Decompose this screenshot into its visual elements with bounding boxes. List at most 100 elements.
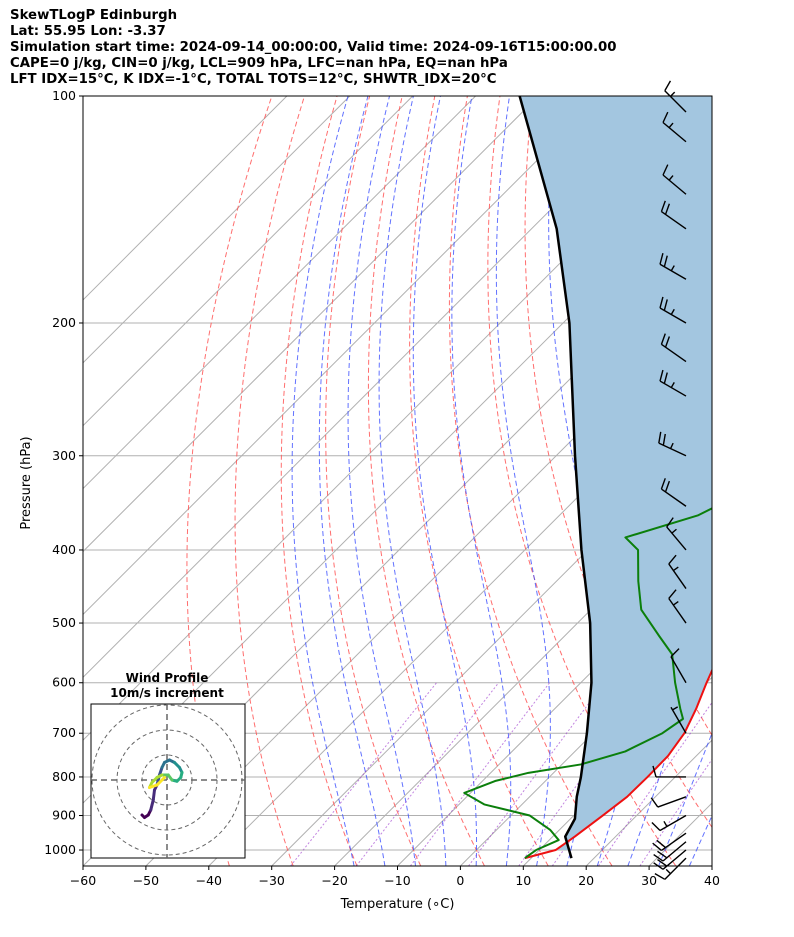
hodograph-subtitle: 10m/s increment	[110, 686, 224, 700]
temperature-line	[524, 668, 712, 860]
mixing-ratio-line	[597, 701, 712, 866]
wind-barb	[654, 857, 687, 880]
time-line: Simulation start time: 2024-09-14_00:00:…	[10, 40, 617, 55]
x-tick-label: −60	[70, 873, 96, 888]
dry-adiabat	[234, 96, 305, 866]
x-tick-label: 10	[515, 873, 531, 888]
isotherm-line	[83, 96, 414, 427]
wind-barb	[660, 478, 687, 507]
wind-barb	[660, 200, 687, 230]
wind-barb	[660, 333, 687, 363]
hodograph-title: Wind Profile	[126, 671, 209, 685]
x-tick-label: −20	[321, 873, 347, 888]
y-tick-label: 700	[52, 725, 76, 740]
wind-barb	[659, 253, 687, 280]
wind-barb	[664, 80, 687, 113]
x-tick-label: −10	[384, 873, 410, 888]
wind-barb	[668, 554, 687, 589]
dry-adiabat	[325, 96, 422, 866]
dewpoint-line	[463, 507, 712, 859]
isotherm-line	[83, 96, 476, 490]
y-tick-label: 100	[52, 88, 76, 103]
isotherm-line	[83, 96, 539, 553]
mixing-ratio-line	[409, 682, 550, 866]
dry-adiabat	[728, 96, 794, 866]
moist-adiabat	[451, 96, 512, 866]
moist-adiabat	[548, 96, 598, 866]
wind-barb	[668, 589, 687, 624]
moist-adiabat	[291, 96, 355, 866]
dry-adiabat	[487, 96, 677, 866]
wind-barb	[659, 296, 687, 324]
y-tick-label: 400	[52, 542, 76, 557]
y-axis-label: Pressure (hPa)	[19, 436, 34, 529]
dry-adiabat	[524, 96, 712, 829]
hodograph-segment	[155, 776, 166, 787]
wind-barb	[662, 164, 687, 195]
mixing-ratio-line	[518, 682, 652, 866]
isotherm-line	[83, 96, 351, 364]
x-tick-label: −30	[259, 873, 285, 888]
dry-adiabat	[186, 96, 273, 866]
dry-adiabat	[409, 96, 549, 866]
x-tick-label: 20	[578, 873, 594, 888]
moist-adiabat	[495, 96, 551, 866]
y-tick-label: 300	[52, 448, 76, 463]
chart-title: SkewTLogP Edinburgh	[10, 8, 178, 23]
plot-area	[83, 96, 794, 866]
y-tick-label: 600	[52, 675, 76, 690]
moist-adiabat	[378, 96, 447, 866]
wind-barb	[658, 431, 687, 457]
isotherm-line	[83, 96, 288, 301]
wind-barb	[651, 814, 687, 832]
wind-barb	[659, 369, 687, 397]
moist-adiabat	[658, 731, 712, 866]
wind-barb	[662, 111, 687, 143]
wind-barb	[666, 517, 687, 551]
indices-line-2: LFT IDX=15°C, K IDX=-1°C, TOTAL TOTS=12°…	[10, 72, 497, 87]
isotherm-line	[775, 96, 794, 866]
hodograph-segment	[151, 788, 156, 802]
moist-adiabat	[720, 96, 794, 866]
wind-barb	[652, 765, 686, 778]
isotherm-line	[271, 424, 712, 866]
moist-adiabat	[627, 96, 712, 866]
isotherm-line	[83, 96, 665, 679]
dry-adiabat	[761, 96, 794, 866]
location-line: Lat: 55.95 Lon: -3.37	[10, 24, 166, 39]
dry-adiabat	[367, 96, 485, 866]
dry-adiabat	[280, 96, 358, 866]
isotherm-line	[711, 865, 712, 866]
parcel-line	[518, 96, 593, 859]
x-tick-label: 0	[456, 873, 464, 888]
dry-adiabat	[448, 96, 613, 866]
moist-adiabat	[318, 96, 386, 866]
x-tick-label: −50	[133, 873, 159, 888]
wind-barb	[670, 706, 687, 734]
header: SkewTLogP Edinburgh Lat: 55.95 Lon: -3.3…	[10, 8, 790, 88]
moist-adiabat	[347, 96, 416, 866]
moist-adiabat	[412, 96, 478, 866]
x-tick-label: −40	[196, 873, 222, 888]
y-tick-label: 500	[52, 615, 76, 630]
y-tick-label: 900	[52, 808, 76, 823]
x-axis-label: Temperature (∘C)	[340, 897, 455, 912]
isotherm-line	[83, 96, 602, 616]
isotherm-line	[334, 487, 712, 866]
y-tick-label: 1000	[44, 842, 76, 857]
hodograph-segment	[149, 798, 155, 812]
x-tick-label: 40	[704, 873, 720, 888]
wind-barb	[653, 849, 687, 870]
x-tick-label: 30	[641, 873, 657, 888]
cape-cin-shading	[519, 96, 712, 851]
wind-barb	[653, 841, 687, 862]
indices-line-1: CAPE=0 j/kg, CIN=0 j/kg, LCL=909 hPa, LF…	[10, 56, 508, 71]
wind-barb	[650, 796, 687, 808]
y-tick-label: 800	[52, 769, 76, 784]
isotherm-line	[397, 550, 712, 866]
isotherm-line	[145, 299, 712, 866]
y-tick-label: 200	[52, 315, 76, 330]
wind-barb	[652, 832, 687, 852]
mixing-ratio-line	[639, 758, 712, 866]
